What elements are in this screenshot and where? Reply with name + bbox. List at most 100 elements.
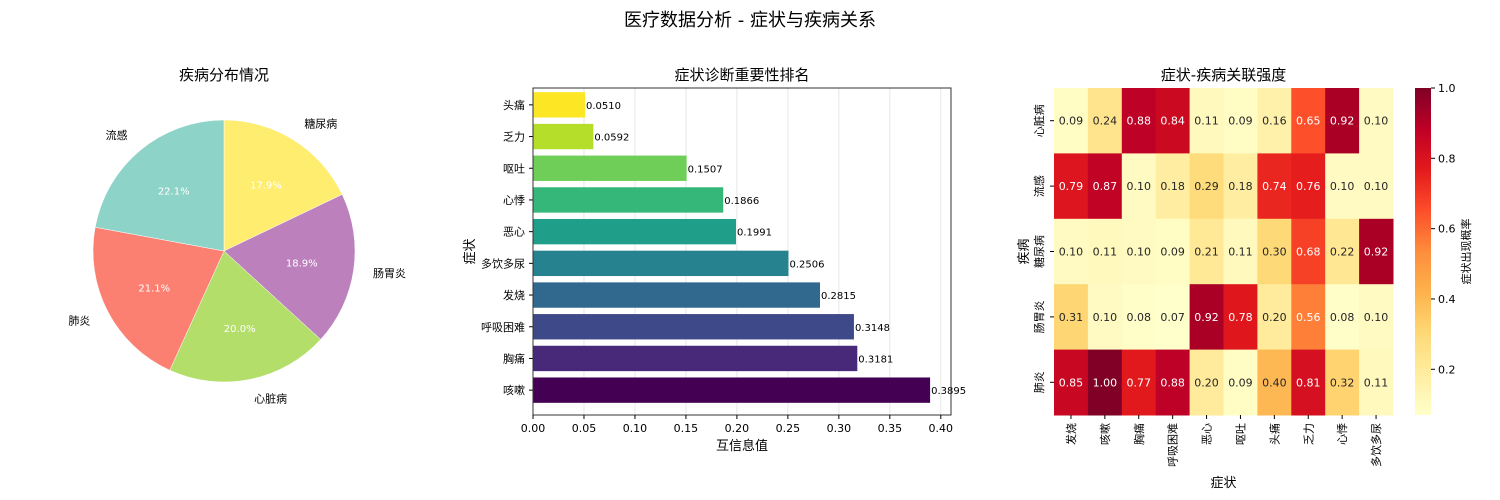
y-axis-label: 症状 [463,238,478,264]
colorbar-tick-label: 0.6 [1438,223,1456,236]
pie-slice [223,194,356,340]
x-tick-label: 呼吸困难 [1167,423,1180,467]
heatmap-cell [1359,218,1394,285]
bar [533,282,820,308]
heatmap-cell-value: 0.10 [1127,180,1152,193]
bar [533,377,931,403]
bar-value-label: 0.2506 [789,259,824,270]
bar [533,218,736,245]
heatmap-cell-value: 0.84 [1160,115,1185,128]
y-tick-label: 心脏病 [1032,104,1046,137]
y-tick-label: 肠胃炎 [1033,300,1046,333]
y-tick-label: 乏力 [503,131,525,144]
y-tick-label: 肺炎 [1033,371,1046,393]
pie-pct-label: 21.1% [138,283,170,294]
axes-frame [532,87,952,416]
heatmap-cell-value: 0.11 [1194,115,1219,128]
heatmap-cell-value: 0.92 [1364,246,1389,259]
pie-pct-label: 17.9% [250,181,282,192]
heatmap-cell [1359,88,1394,154]
heatmap-cell [1291,284,1326,351]
bar-title: 症状诊断重要性排名 [674,66,809,84]
heatmap-cell [1121,284,1157,351]
heatmap-cell-value: 0.18 [1228,180,1253,193]
pie-slice [92,226,225,371]
pie-title: 疾病分布情况 [179,66,269,84]
heatmap-cell [1291,88,1326,154]
heatmap-cell [1087,349,1123,416]
x-tick-label: 心悸 [1336,423,1349,445]
pie-slice-label: 肠胃炎 [373,267,406,280]
heatmap-cell-value: 0.20 [1262,311,1287,324]
heatmap-cell-value: 0.07 [1160,311,1185,324]
heatmap-cell [1359,349,1394,416]
figure-title: 医疗数据分析 - 症状与疾病关系 [624,10,876,31]
heatmap-cell-value: 0.09 [1160,246,1185,259]
pie-slice [94,119,225,252]
heatmap-cell-value: 0.10 [1059,246,1084,259]
bar [533,250,789,277]
y-tick-label: 胸痛 [503,351,525,365]
heatmap-cell [1121,88,1157,154]
bar-value-label: 0.1866 [724,196,759,207]
y-tick-label: 心悸 [503,194,525,207]
colorbar: 0.2 0.4 0.6 0.8 1.0 症状出现概率 [1415,82,1473,415]
heatmap-title: 症状-疾病关联强度 [1161,66,1286,84]
heatmap-cell [1223,88,1258,154]
heatmap-cell [1257,88,1292,154]
heatmap-cell-value: 0.09 [1228,376,1253,389]
pie-pct-label: 20.0% [224,324,256,335]
x-tick-label: 咳嗽 [1098,423,1112,445]
heatmap-cell [1054,88,1089,154]
bar [533,187,724,213]
heatmap-cell-value: 0.10 [1364,180,1389,193]
heatmap-cell [1087,153,1123,220]
heatmap-cell [1325,153,1360,220]
heatmap-cell-value: 0.29 [1194,180,1219,193]
heatmap-cell [1257,153,1292,220]
heatmap-cell-value: 0.65 [1296,115,1321,128]
heatmap-cell [1325,88,1360,154]
heatmap-cell-value: 0.81 [1296,376,1321,389]
x-tick-label: 0.00 [521,422,546,435]
y-tick-label: 咳嗽 [503,383,525,397]
heatmap-cell [1325,284,1360,351]
colorbar-tick-label: 1.0 [1438,82,1456,95]
heatmap-cell [1155,284,1191,351]
heatmap-cell [1223,284,1258,351]
heatmap-cell [1155,349,1191,416]
heatmap-cell [1054,284,1089,351]
x-tick-label: 0.40 [929,422,954,435]
heatmap-cell-value: 1.00 [1093,376,1118,389]
heatmap-cell-value: 0.10 [1364,311,1389,324]
heatmap-cell-value: 0.10 [1127,246,1152,259]
colorbar-tick-label: 0.4 [1438,293,1456,306]
bar-value-label: 0.0592 [594,133,629,144]
heatmap-cell [1257,284,1292,351]
heatmap-cell [1121,349,1157,416]
pie-slice-label: 肺炎 [68,315,90,328]
heatmap-cell [1054,349,1089,416]
y-tick-label: 头痛 [503,98,525,112]
heatmap-cell-value: 0.56 [1296,311,1321,324]
heatmap-cell [1189,218,1224,285]
colorbar-tick-label: 0.2 [1438,363,1456,376]
bar [533,155,687,181]
x-tick-label: 0.05 [572,422,597,435]
heatmap-cell-value: 0.09 [1228,115,1253,128]
heatmap-cell-value: 0.77 [1127,376,1152,389]
bar-value-label: 0.2815 [821,291,856,302]
heatmap-cell [1054,153,1089,220]
heatmap-cell-value: 0.74 [1262,180,1287,193]
heatmap-cell-value: 0.88 [1127,115,1152,128]
heatmap-cell-value: 0.68 [1296,246,1321,259]
x-tick-label: 0.20 [725,422,750,435]
pie-slice-label: 流感 [106,128,128,142]
x-axis-label: 症状 [1210,476,1236,491]
bar-value-label: 0.3181 [858,354,893,365]
heatmap-cell [1223,349,1258,416]
heatmap-cell [1087,218,1123,285]
heatmap-cell-value: 0.31 [1059,311,1084,324]
heatmap-cell [1325,218,1360,285]
